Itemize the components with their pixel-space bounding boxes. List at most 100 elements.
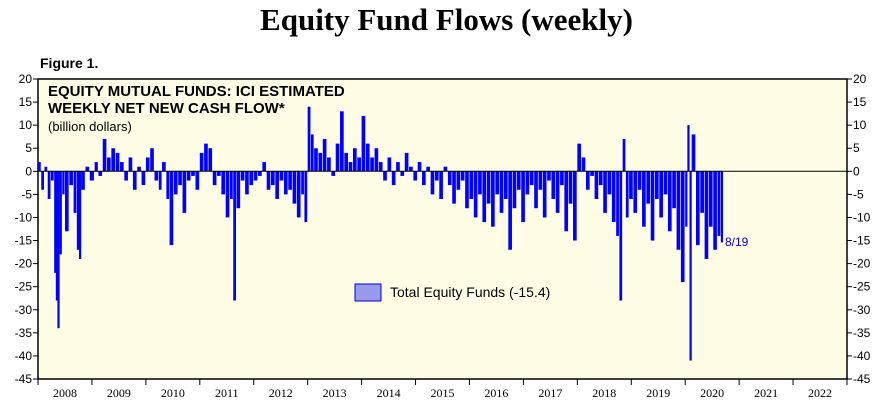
bar (64, 171, 69, 232)
bar (318, 152, 323, 172)
bar (495, 171, 500, 195)
bar (516, 171, 521, 190)
bar (178, 171, 182, 186)
bar (434, 171, 439, 181)
y-tick-label: 5 (853, 141, 860, 155)
chart-title-line-1: EQUITY MUTUAL FUNDS: ICI ESTIMATED (48, 83, 345, 100)
page-title: Equity Fund Flows (weekly) (260, 2, 633, 37)
bar (304, 171, 308, 223)
bar (534, 171, 538, 209)
y-tick-label: -10 (15, 210, 33, 224)
bar (655, 171, 659, 199)
bar (622, 139, 626, 172)
y-tick-label: 15 (853, 95, 867, 109)
bar (590, 171, 594, 176)
bar (503, 171, 508, 199)
y-tick-label: -25 (853, 280, 871, 294)
bar (78, 171, 82, 259)
bar (555, 171, 560, 213)
bar (111, 148, 116, 172)
x-tick-label: 2010 (161, 386, 185, 400)
bar (41, 171, 44, 190)
y-tick-label: 0 (853, 164, 860, 178)
bar (663, 171, 668, 195)
bar (404, 152, 409, 172)
bar (598, 171, 603, 186)
bar (691, 134, 696, 172)
bar (680, 171, 685, 283)
bar (667, 171, 672, 232)
bar (62, 171, 65, 195)
bar (650, 171, 655, 241)
bar (491, 171, 495, 227)
bar (577, 143, 581, 172)
bar (81, 171, 85, 190)
y-tick-label: 10 (853, 118, 867, 132)
bar (708, 171, 713, 227)
bar (409, 166, 413, 172)
bar (69, 171, 73, 186)
y-tick-label: 5 (25, 141, 32, 155)
bar (646, 171, 651, 204)
y-tick-label: -35 (853, 326, 871, 340)
bar (54, 171, 57, 273)
bar (374, 148, 379, 172)
bar (469, 171, 474, 199)
bar (482, 171, 487, 223)
y-tick-label: 20 (853, 72, 867, 86)
plot-area (37, 78, 848, 380)
bar (258, 171, 262, 176)
bar (447, 171, 452, 186)
bar (47, 171, 51, 199)
y-tick-label: 10 (19, 118, 33, 132)
x-tick-label: 2009 (107, 386, 131, 400)
bar (391, 171, 396, 186)
bar (50, 171, 54, 181)
y-tick-label: -15 (853, 234, 871, 248)
bar (162, 162, 166, 172)
bar (230, 171, 233, 199)
bar (253, 171, 258, 181)
x-tick-label: 2014 (377, 386, 401, 400)
bar (173, 171, 178, 195)
bar (370, 157, 374, 172)
bar (422, 171, 426, 186)
bar (141, 171, 146, 186)
bar (659, 171, 663, 218)
y-axis-left: 20 15 10 5 0 -5 -10 -15 -20 -25 -30 -35 -40 -45 (15, 72, 38, 386)
y-tick-label: -5 (853, 187, 864, 201)
bar (717, 171, 721, 236)
y-tick-label: -40 (15, 349, 33, 363)
bar (124, 171, 128, 181)
bar (452, 171, 456, 204)
bar (512, 171, 517, 209)
bar (279, 171, 284, 181)
bar (102, 139, 107, 172)
bar (221, 171, 226, 195)
bar (560, 171, 564, 186)
chart-title-line-2: WEEKLY NET NEW CASH FLOW* (48, 100, 285, 117)
bar (361, 115, 366, 172)
bar (611, 171, 616, 223)
legend-label: Total Equity Funds (-15.4) (390, 284, 550, 300)
x-tick-label: 2013 (323, 386, 347, 400)
x-tick-label: 2008 (53, 386, 77, 400)
bar (89, 171, 94, 181)
bar (249, 171, 254, 186)
bar (603, 171, 607, 213)
bar (98, 171, 103, 176)
bar (478, 171, 482, 195)
bar (637, 171, 642, 190)
chart-subtitle: (billion dollars) (48, 119, 132, 134)
y-tick-label: -40 (853, 349, 871, 363)
bar (672, 171, 676, 209)
bar (292, 171, 297, 204)
bar (551, 171, 556, 199)
y-tick-label: -35 (15, 326, 33, 340)
bar (191, 171, 195, 176)
bar (310, 134, 314, 172)
bar (283, 171, 288, 195)
bar (158, 171, 162, 190)
bar (128, 157, 133, 172)
